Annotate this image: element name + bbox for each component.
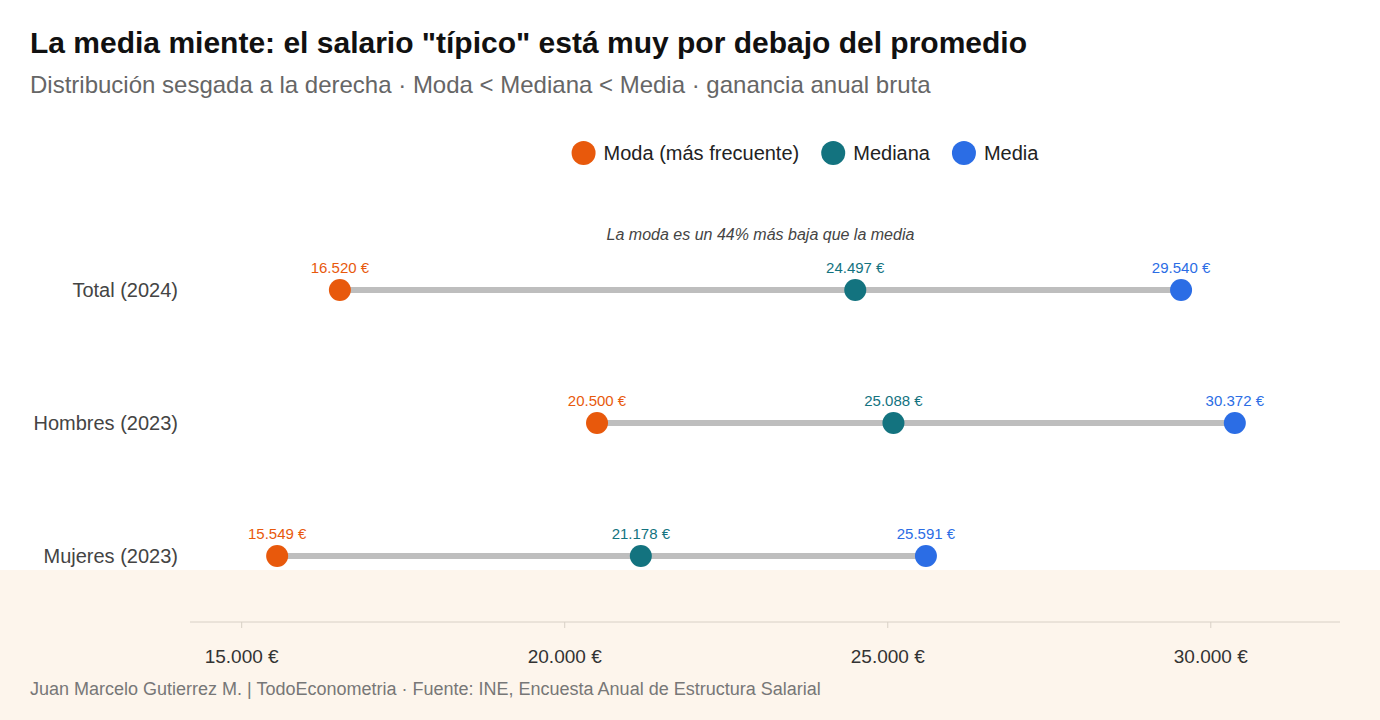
subtitle: Distribución sesgada a la derecha · Moda…: [30, 71, 931, 98]
data-label: 15.549 €: [248, 525, 307, 542]
x-tick-label: 20.000 €: [528, 646, 602, 667]
x-tick: [1210, 622, 1211, 628]
legend-label: Media: [984, 142, 1039, 164]
dot: [586, 412, 608, 434]
legend-item: Media: [952, 141, 1039, 165]
connector: [597, 420, 1235, 426]
data-label: 25.591 €: [897, 525, 956, 542]
dot: [266, 545, 288, 567]
x-tick-label: 15.000 €: [205, 646, 279, 667]
dot: [1170, 279, 1192, 301]
dot: [1224, 412, 1246, 434]
category-label: Mujeres (2023): [43, 545, 178, 567]
caption: Juan Marcelo Gutierrez M. | TodoEconomet…: [30, 679, 821, 699]
legend-swatch: [821, 141, 845, 165]
title: La media miente: el salario "típico" est…: [30, 26, 1027, 59]
dot: [329, 279, 351, 301]
background: [0, 0, 1380, 720]
legend-label: Mediana: [853, 142, 931, 164]
legend-swatch: [572, 141, 596, 165]
x-tick: [887, 622, 888, 628]
x-tick-label: 25.000 €: [851, 646, 925, 667]
x-tick: [241, 622, 242, 628]
dot: [630, 545, 652, 567]
legend-label: Moda (más frecuente): [604, 142, 800, 164]
legend: Moda (más frecuente) Mediana Media: [572, 141, 1040, 165]
dot: [844, 279, 866, 301]
data-label: 29.540 €: [1152, 259, 1211, 276]
data-label: 21.178 €: [612, 525, 671, 542]
annotation: La moda es un 44% más baja que la media: [607, 226, 915, 243]
connector: [277, 553, 926, 559]
category-label: Hombres (2023): [33, 412, 178, 434]
data-label: 16.520 €: [311, 259, 370, 276]
legend-item: Moda (más frecuente): [572, 141, 800, 165]
data-label: 25.088 €: [864, 392, 923, 409]
data-label: 30.372 €: [1206, 392, 1265, 409]
data-label: 24.497 €: [826, 259, 885, 276]
x-tick: [564, 622, 565, 628]
connector: [340, 287, 1181, 293]
legend-swatch: [952, 141, 976, 165]
marks: [266, 279, 1246, 567]
dot: [882, 412, 904, 434]
x-tick-label: 30.000 €: [1174, 646, 1248, 667]
data-label: 20.500 €: [568, 392, 627, 409]
category-label: Total (2024): [72, 279, 178, 301]
dot: [915, 545, 937, 567]
x-axis-line: [190, 622, 1340, 623]
ground-band: [0, 570, 1380, 720]
legend-item: Mediana: [821, 141, 931, 165]
